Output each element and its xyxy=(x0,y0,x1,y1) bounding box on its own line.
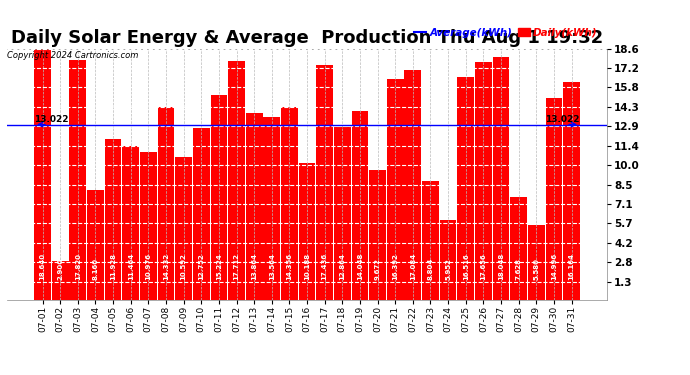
Bar xyxy=(299,163,315,300)
Bar xyxy=(457,78,474,300)
Legend: Average(kWh), Daily(kWh): Average(kWh), Daily(kWh) xyxy=(410,24,602,42)
Text: 16.516: 16.516 xyxy=(463,253,469,280)
Text: 16.164: 16.164 xyxy=(569,253,575,280)
Bar xyxy=(546,98,562,300)
Text: 18.048: 18.048 xyxy=(498,252,504,280)
Bar xyxy=(528,225,544,300)
Text: 13.022: 13.022 xyxy=(545,115,580,124)
Bar xyxy=(52,261,68,300)
Bar xyxy=(105,139,121,300)
Text: 12.864: 12.864 xyxy=(339,253,345,280)
Bar xyxy=(422,182,439,300)
Bar xyxy=(281,106,298,300)
Text: 17.712: 17.712 xyxy=(233,253,239,280)
Bar xyxy=(493,57,509,300)
Bar xyxy=(369,170,386,300)
Bar xyxy=(140,152,157,300)
Text: 13.864: 13.864 xyxy=(251,253,257,280)
Text: 10.188: 10.188 xyxy=(304,253,310,280)
Bar xyxy=(122,146,139,300)
Bar xyxy=(334,127,351,300)
Bar xyxy=(563,82,580,300)
Text: 12.752: 12.752 xyxy=(198,253,204,280)
Bar xyxy=(440,220,457,300)
Text: 8.804: 8.804 xyxy=(428,257,433,280)
Bar xyxy=(387,79,404,300)
Text: 13.022: 13.022 xyxy=(34,115,69,124)
Bar xyxy=(87,190,104,300)
Text: 11.464: 11.464 xyxy=(128,252,134,280)
Text: 17.656: 17.656 xyxy=(480,253,486,280)
Text: 2.900: 2.900 xyxy=(57,258,63,280)
Text: 17.436: 17.436 xyxy=(322,253,328,280)
Text: 8.160: 8.160 xyxy=(92,258,99,280)
Bar xyxy=(175,157,192,300)
Text: 15.224: 15.224 xyxy=(216,253,222,280)
Text: 14.048: 14.048 xyxy=(357,252,363,280)
Bar xyxy=(352,111,368,300)
Bar xyxy=(228,62,245,300)
Text: 14.332: 14.332 xyxy=(163,253,169,280)
Bar xyxy=(511,197,527,300)
Text: 17.820: 17.820 xyxy=(75,253,81,280)
Text: Copyright 2024 Cartronics.com: Copyright 2024 Cartronics.com xyxy=(7,51,138,60)
Text: 17.084: 17.084 xyxy=(410,252,416,280)
Text: 5.580: 5.580 xyxy=(533,258,540,280)
Text: 13.564: 13.564 xyxy=(269,253,275,280)
Text: 7.628: 7.628 xyxy=(515,258,522,280)
Bar xyxy=(475,62,492,300)
Bar xyxy=(70,60,86,300)
Text: 11.928: 11.928 xyxy=(110,253,116,280)
Bar xyxy=(157,107,175,300)
Bar xyxy=(34,49,51,300)
Bar xyxy=(246,113,262,300)
Bar xyxy=(210,95,227,300)
Bar xyxy=(193,128,210,300)
Text: 18.640: 18.640 xyxy=(39,253,46,280)
Text: 14.996: 14.996 xyxy=(551,253,557,280)
Text: 10.976: 10.976 xyxy=(146,253,151,280)
Bar xyxy=(264,117,280,300)
Text: 5.952: 5.952 xyxy=(445,258,451,280)
Text: 16.392: 16.392 xyxy=(392,253,398,280)
Text: 9.672: 9.672 xyxy=(375,258,381,280)
Title: Daily Solar Energy & Average  Production Thu Aug 1 19:32: Daily Solar Energy & Average Production … xyxy=(11,29,603,47)
Text: 14.356: 14.356 xyxy=(286,253,293,280)
Bar xyxy=(316,65,333,300)
Text: 10.592: 10.592 xyxy=(181,253,186,280)
Bar xyxy=(404,70,421,300)
